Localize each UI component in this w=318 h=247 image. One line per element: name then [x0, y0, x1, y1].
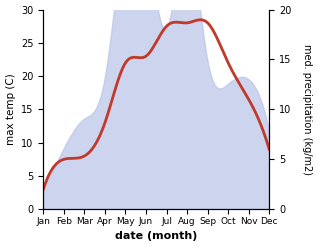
- Y-axis label: max temp (C): max temp (C): [5, 74, 16, 145]
- X-axis label: date (month): date (month): [115, 231, 197, 242]
- Y-axis label: med. precipitation (kg/m2): med. precipitation (kg/m2): [302, 44, 313, 175]
